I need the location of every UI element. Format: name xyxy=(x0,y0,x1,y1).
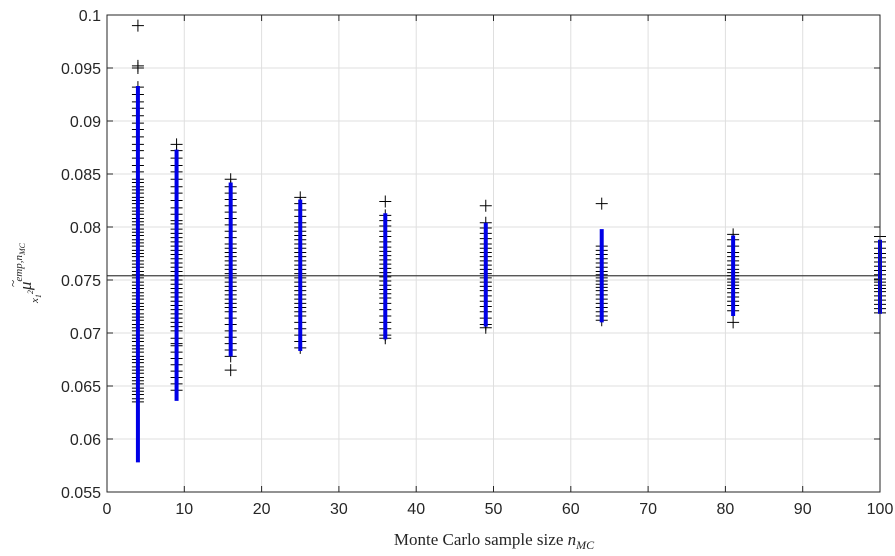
x-axis-label-text: Monte Carlo sample size xyxy=(394,530,568,549)
x-tick-label: 80 xyxy=(717,501,735,518)
y-tick-label: 0.065 xyxy=(61,379,101,396)
data-point-marker xyxy=(131,19,144,32)
y-tick-label: 0.06 xyxy=(70,432,101,449)
x-axis-label-symbol: n xyxy=(568,530,577,549)
data-point-marker xyxy=(224,364,237,377)
interval-bars xyxy=(135,86,882,463)
y-axis-label-superscript: emp,n xyxy=(13,255,25,282)
y-tick-label: 0.07 xyxy=(70,326,101,343)
data-point-marker xyxy=(595,197,608,210)
y-tick-label: 0.08 xyxy=(70,220,101,237)
x-tick-label: 10 xyxy=(175,501,193,518)
x-tick-label: 90 xyxy=(794,501,812,518)
y-tick-label: 0.085 xyxy=(61,167,101,184)
y-tick-label: 0.09 xyxy=(70,114,101,131)
x-tick-label: 50 xyxy=(485,501,503,518)
y-axis-label-subscript-sup: 2 xyxy=(26,290,35,294)
data-point-marker xyxy=(379,195,392,208)
x-tick-label: 100 xyxy=(867,501,894,518)
data-point-marker xyxy=(727,316,740,329)
axis-ticks: 0 10 20 30 40 50 60 70 80 90 100 0.055 0.06 0.065 0.07… xyxy=(61,8,893,518)
x-tick-label: 40 xyxy=(407,501,425,518)
x-tick-label: 70 xyxy=(639,501,657,518)
y-axis-label-subscript-sub: 1 xyxy=(34,294,43,298)
y-axis-label-subscript: x xyxy=(29,298,41,304)
x-tick-label: 30 xyxy=(330,501,348,518)
y-axis-label: ~μemp,nMCx12 xyxy=(5,242,43,304)
svg-text:~μemp,nMCx12: ~μemp,nMCx12 xyxy=(5,242,43,304)
x-axis-label: Monte Carlo sample size nMC xyxy=(394,530,595,552)
grid xyxy=(107,15,880,492)
y-axis-label-superscript-sub: MC xyxy=(18,242,27,256)
data-point-marker xyxy=(479,199,492,212)
y-axis-label-symbol: μ xyxy=(16,282,35,292)
y-tick-label: 0.095 xyxy=(61,61,101,78)
x-tick-label: 60 xyxy=(562,501,580,518)
x-axis-label-subscript: MC xyxy=(575,538,595,552)
x-tick-label: 20 xyxy=(253,501,271,518)
y-tick-label: 0.055 xyxy=(61,485,101,502)
data-point-marker xyxy=(131,59,144,72)
y-tick-label: 0.1 xyxy=(79,8,101,25)
x-tick-label: 0 xyxy=(103,501,112,518)
y-tick-label: 0.075 xyxy=(61,273,101,290)
